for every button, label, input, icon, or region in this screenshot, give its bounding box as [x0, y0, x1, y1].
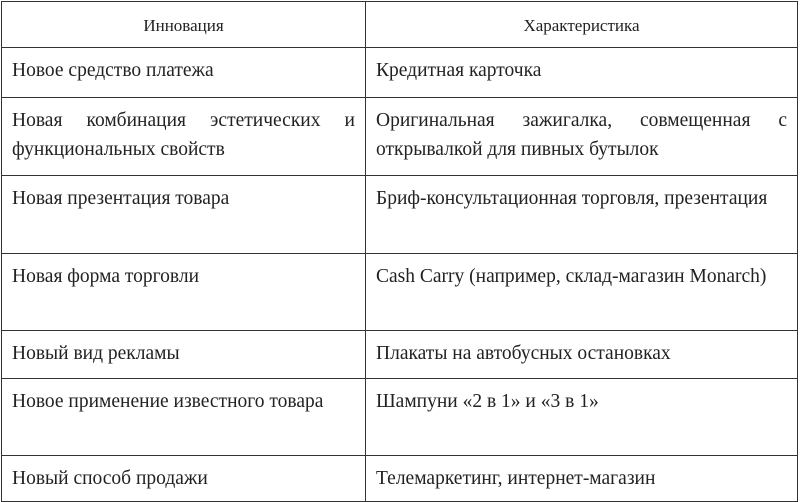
- table-row: Новая комбинация эстетических и функцион…: [1, 97, 798, 176]
- table-row: Новый вид рекламы Плакаты на автобусных …: [1, 330, 798, 379]
- cell-characteristic: Бриф-консультационная торговля, презента…: [365, 175, 798, 254]
- header-characteristic: Характеристика: [365, 1, 798, 48]
- cell-characteristic: Кредитная карточка: [365, 47, 798, 98]
- header-innovation: Инновация: [1, 1, 366, 48]
- cell-characteristic: Телемаркетинг, интернет-магазин: [365, 455, 798, 502]
- cell-characteristic: Шампуни «2 в 1» и «3 в 1»: [365, 378, 798, 456]
- table-row: Новое применение известного товара Шампу…: [1, 378, 798, 456]
- table-row: Новая презентация товара Бриф-консультац…: [1, 175, 798, 254]
- table-header-row: Инновация Характеристика: [1, 1, 798, 48]
- cell-characteristic: Оригинальная зажигалка, совмещенная с от…: [365, 97, 798, 176]
- cell-innovation: Новая форма торговли: [1, 253, 366, 331]
- cell-characteristic: Плакаты на автобусных остановках: [365, 330, 798, 379]
- table-row: Новая форма торговли Cash Carry (наприме…: [1, 253, 798, 331]
- table-row: Новое средство платежа Кредитная карточк…: [1, 47, 798, 98]
- cell-innovation: Новый способ продажи: [1, 455, 366, 502]
- table-row: Новый способ продажи Телемаркетинг, инте…: [1, 455, 798, 502]
- cell-innovation: Новое применение известного товара: [1, 378, 366, 456]
- cell-innovation: Новый вид рекламы: [1, 330, 366, 379]
- cell-characteristic: Cash Carry (например, склад-магазин Mona…: [365, 253, 798, 331]
- cell-innovation: Новая комбинация эстетических и функцион…: [1, 97, 366, 176]
- cell-innovation: Новая презентация товара: [1, 175, 366, 254]
- cell-innovation: Новое средство платежа: [1, 47, 366, 98]
